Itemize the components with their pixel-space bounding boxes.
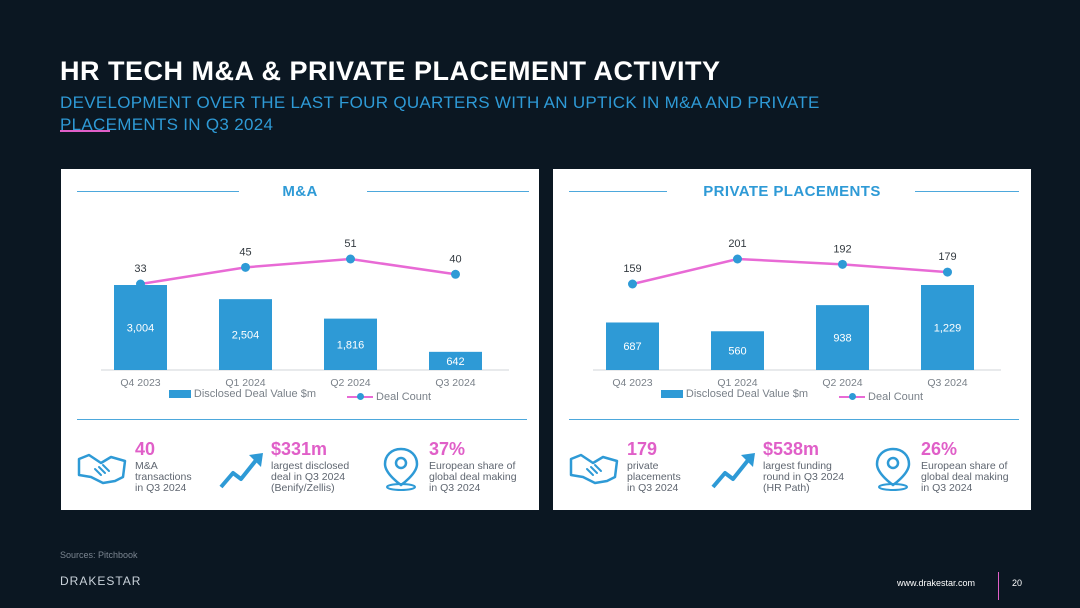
bar-q4-2023 [114,285,167,370]
private-placements-chart: 687 Q4 2023 560 Q1 2024 938 Q2 2024 1,229 Q3 20… [593,238,1001,389]
chart-legend: Disclosed Deal Value $m Deal Count [61,388,539,403]
deal-count-label: 40 [449,253,461,265]
page-number: 20 [1012,578,1023,588]
source-note: Sources: Pitchbook [60,550,138,560]
deal-count-label: 33 [134,263,146,275]
legend-line-swatch [839,393,866,400]
x-tick-label: Q2 2024 [330,377,370,389]
deal-count-point [136,279,145,289]
chart-legend: Disclosed Deal Value $m Deal Count [553,388,1031,403]
stat-value: 40 [135,439,156,459]
stat-description: largest disclosed deal in Q3 2024 (Benif… [271,460,350,494]
bar-value-label: 642 [446,356,464,368]
legend-bar-swatch [660,390,683,398]
location-pin-icon [383,447,419,491]
stat-value: $331m [271,439,328,459]
footer-separator [998,572,999,600]
deal-count-point [346,254,355,264]
x-tick-label: Q3 2024 [435,377,475,389]
bar-value-label: 560 [728,346,746,358]
bar-value-label: 2,504 [232,330,260,342]
page-title: HR TECH M&A & PRIVATE PLACEMENT ACTIVITY [60,56,721,86]
stat-value: 179 [627,439,658,459]
ma-panel: M&A 3,004 Q4 2023 2,504 Q1 2024 1,816 Q2 2024… [61,169,539,510]
deal-count-label: 179 [938,251,956,263]
title-rule-right [367,191,529,192]
x-tick-label: Q1 2024 [717,377,757,389]
subtitle-accent-underline [60,130,110,132]
handshake-icon [77,453,127,485]
stat-description: largest funding round in Q3 2024 (HR Pat… [763,460,845,494]
bar-value-label: 3,004 [127,323,155,335]
deal-count-point [838,259,847,269]
deal-count-label: 159 [623,263,641,275]
title-rule-left [77,191,239,192]
stat-description: M&A transactions in Q3 2024 [135,460,192,494]
bar-value-label: 1,229 [934,323,962,335]
bar-value-label: 687 [623,341,641,353]
deal-count-label: 51 [344,238,356,250]
deal-count-point [628,279,637,289]
deal-count-line [632,257,948,286]
bar-q2-2024 [816,305,869,370]
x-tick-label: Q4 2023 [612,377,652,389]
deal-count-label: 201 [728,238,746,250]
chart-title: PRIVATE PLACEMENTS [703,183,881,200]
location-pin-icon [875,447,911,491]
deal-count-label: 45 [239,246,251,258]
title-rule-right [915,191,1019,192]
legend-bar-label: Disclosed Deal Value $m [685,388,808,400]
stat-description: private placements in Q3 2024 [627,460,681,494]
stat-value: $538m [763,439,820,459]
legend-line-swatch [347,393,374,400]
trend-up-icon [219,453,263,489]
deal-count-label: 192 [833,243,851,255]
deal-count-point [451,269,460,279]
stat-value: 37% [429,439,466,459]
stat-description: European share of global deal making in … [921,460,1009,494]
handshake-icon [569,453,619,485]
website-link[interactable]: www.drakestar.com [897,578,976,588]
chart-title: M&A [282,183,318,200]
x-tick-label: Q4 2023 [120,377,160,389]
bar-value-label: 1,816 [337,339,365,351]
bar-q4-2023 [606,322,659,370]
deal-count-line [140,257,456,286]
deal-count-point [241,262,250,272]
legend-line-label: Deal Count [868,391,924,403]
ma-chart: 3,004 Q4 2023 2,504 Q1 2024 1,816 Q2 2024 642 Q… [101,238,509,389]
bar-q1-2024 [219,299,272,370]
legend-line-label: Deal Count [376,391,432,403]
legend-bar-swatch [168,390,191,398]
title-rule-left [569,191,667,192]
page-subtitle: DEVELOPMENT OVER THE LAST FOUR QUARTERS … [60,93,820,134]
panel-divider [77,419,527,420]
deal-count-point [943,267,952,277]
legend-bar-label: Disclosed Deal Value $m [193,388,316,400]
stat-description: European share of global deal making in … [429,460,517,494]
stat-value: 26% [921,439,958,459]
brand-logo: DRAKESTAR [60,574,142,588]
bar-q1-2024 [711,331,764,370]
trend-up-icon [711,453,755,489]
x-tick-label: Q3 2024 [927,377,967,389]
x-tick-label: Q1 2024 [225,377,265,389]
bar-q3-2024 [921,285,974,370]
bar-value-label: 938 [833,333,851,345]
panel-divider [569,419,1019,420]
deal-count-point [733,254,742,264]
x-tick-label: Q2 2024 [822,377,862,389]
bar-q2-2024 [324,318,377,370]
private-placements-panel: PRIVATE PLACEMENTS 687 Q4 2023 560 Q1 2024 9… [553,169,1031,510]
bar-q3-2024 [429,351,482,370]
